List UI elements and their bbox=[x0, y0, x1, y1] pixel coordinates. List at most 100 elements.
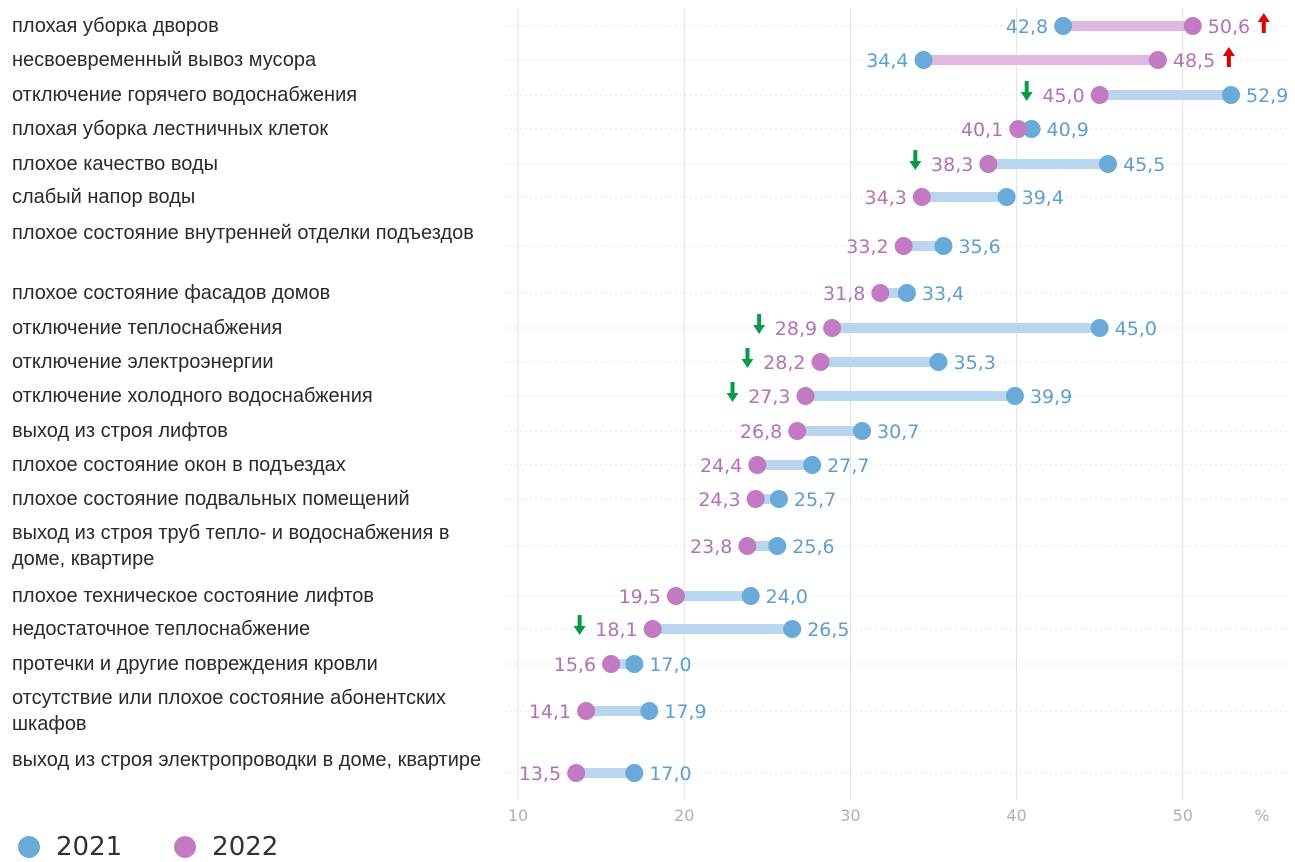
arrow-down-icon bbox=[753, 314, 766, 334]
value-label-2021: 42,8 bbox=[1006, 16, 1048, 38]
value-label-2021: 52,9 bbox=[1246, 85, 1288, 107]
value-label-2022: 28,2 bbox=[763, 352, 805, 374]
point-2022 bbox=[666, 587, 685, 605]
category-label: плохая уборка лестничных клеток bbox=[12, 118, 329, 140]
point-2021 bbox=[625, 764, 644, 782]
point-2021 bbox=[914, 51, 933, 69]
arrow-shaft bbox=[1261, 20, 1266, 33]
category-label: несвоевременный вывоз мусора bbox=[12, 49, 317, 71]
category-label: недостаточное теплоснабжение bbox=[12, 618, 311, 640]
point-2022 bbox=[1183, 17, 1202, 35]
point-2021 bbox=[768, 537, 787, 555]
arrow-head bbox=[573, 626, 586, 635]
value-label-2022: 19,5 bbox=[619, 586, 661, 608]
point-2021 bbox=[1054, 17, 1073, 35]
value-label-2021: 45,0 bbox=[1115, 318, 1157, 340]
arrow-head bbox=[726, 393, 739, 402]
value-label-2021: 34,4 bbox=[866, 50, 908, 72]
point-2021 bbox=[783, 620, 802, 638]
point-2022 bbox=[796, 387, 815, 405]
value-label-2021: 17,0 bbox=[649, 763, 691, 785]
point-2022 bbox=[602, 655, 621, 673]
arrow-down-icon bbox=[726, 382, 739, 402]
point-2022 bbox=[746, 490, 765, 508]
point-2022 bbox=[894, 237, 913, 255]
value-label-2022: 45,0 bbox=[1042, 85, 1084, 107]
arrow-down-icon bbox=[741, 348, 754, 368]
value-label-2022: 40,1 bbox=[961, 119, 1003, 141]
point-2021 bbox=[853, 422, 872, 440]
point-2022 bbox=[788, 422, 807, 440]
value-label-2022: 31,8 bbox=[823, 283, 865, 305]
point-2022 bbox=[577, 702, 596, 720]
arrow-down-icon bbox=[909, 150, 922, 170]
point-2022 bbox=[823, 319, 842, 337]
category-label: протечки и другие повреждения кровли bbox=[12, 653, 378, 675]
value-label-2022: 38,3 bbox=[931, 154, 973, 176]
arrow-down-icon bbox=[573, 615, 586, 635]
value-label-2022: 34,3 bbox=[865, 187, 907, 209]
point-2021 bbox=[625, 655, 644, 673]
arrow-shaft bbox=[730, 382, 735, 395]
arrow-up-icon bbox=[1257, 13, 1270, 33]
category-label: отключение теплоснабжения bbox=[12, 317, 283, 339]
legend-item-2022: 2022 bbox=[174, 832, 278, 862]
value-label-2022: 15,6 bbox=[554, 654, 596, 676]
value-label-2021: 17,9 bbox=[664, 701, 706, 723]
arrow-head bbox=[753, 325, 766, 334]
value-label-2021: 39,9 bbox=[1030, 386, 1072, 408]
point-2022 bbox=[1148, 51, 1167, 69]
value-label-2021: 39,4 bbox=[1022, 187, 1064, 209]
point-2021 bbox=[640, 702, 659, 720]
point-2022 bbox=[979, 155, 998, 173]
category-label: плохое состояние окон в подъездах bbox=[12, 454, 346, 476]
point-2022 bbox=[1009, 120, 1028, 138]
value-label-2021: 35,3 bbox=[953, 352, 995, 374]
point-2021 bbox=[769, 490, 788, 508]
point-2021 bbox=[803, 456, 822, 474]
value-label-2021: 35,6 bbox=[958, 236, 1000, 258]
value-label-2021: 40,9 bbox=[1047, 119, 1089, 141]
x-tick-label: 20 bbox=[674, 806, 694, 825]
arrow-head bbox=[1257, 13, 1270, 22]
point-2021 bbox=[741, 587, 760, 605]
x-tick-label: 40 bbox=[1006, 806, 1026, 825]
value-label-2022: 50,6 bbox=[1208, 16, 1250, 38]
arrow-shaft bbox=[745, 348, 750, 361]
point-2022 bbox=[811, 353, 830, 371]
category-label: плохое техническое состояние лифтов bbox=[12, 585, 375, 607]
arrow-head bbox=[1020, 92, 1033, 101]
arrow-shaft bbox=[757, 314, 762, 327]
category-label: выход из строя лифтов bbox=[12, 420, 228, 442]
category-label: плохое состояние внутренней отделки подъ… bbox=[12, 222, 474, 244]
x-tick-label: 50 bbox=[1173, 806, 1193, 825]
arrow-head bbox=[741, 359, 754, 368]
point-2022 bbox=[748, 456, 767, 474]
arrow-head bbox=[1222, 47, 1235, 56]
value-label-2021: 33,4 bbox=[922, 283, 964, 305]
category-label: плохое состояние фасадов домов bbox=[12, 282, 331, 304]
point-2022 bbox=[643, 620, 662, 638]
value-label-2022: 24,4 bbox=[700, 455, 742, 477]
value-label-2021: 25,7 bbox=[794, 489, 836, 511]
point-2021 bbox=[929, 353, 948, 371]
legend-marker-2021 bbox=[18, 836, 40, 858]
point-2022 bbox=[1090, 86, 1109, 104]
arrow-shaft bbox=[913, 150, 918, 163]
value-label-2021: 27,7 bbox=[827, 455, 869, 477]
value-label-2021: 26,5 bbox=[807, 619, 849, 641]
category-label: плохое состояние подвальных помещений bbox=[12, 488, 410, 510]
point-2021 bbox=[1022, 120, 1041, 138]
x-tick-label: 30 bbox=[840, 806, 860, 825]
value-label-2022: 24,3 bbox=[698, 489, 740, 511]
value-label-2022: 26,8 bbox=[740, 421, 782, 443]
category-label: выход из строя электропроводки в доме, к… bbox=[12, 749, 482, 771]
point-2022 bbox=[912, 188, 931, 206]
arrow-down-icon bbox=[1020, 81, 1033, 101]
point-2021 bbox=[1221, 86, 1240, 104]
value-label-2022: 14,1 bbox=[529, 701, 571, 723]
legend-label-2022: 2022 bbox=[212, 832, 279, 862]
value-label-2022: 18,1 bbox=[595, 619, 637, 641]
point-2022 bbox=[738, 537, 757, 555]
